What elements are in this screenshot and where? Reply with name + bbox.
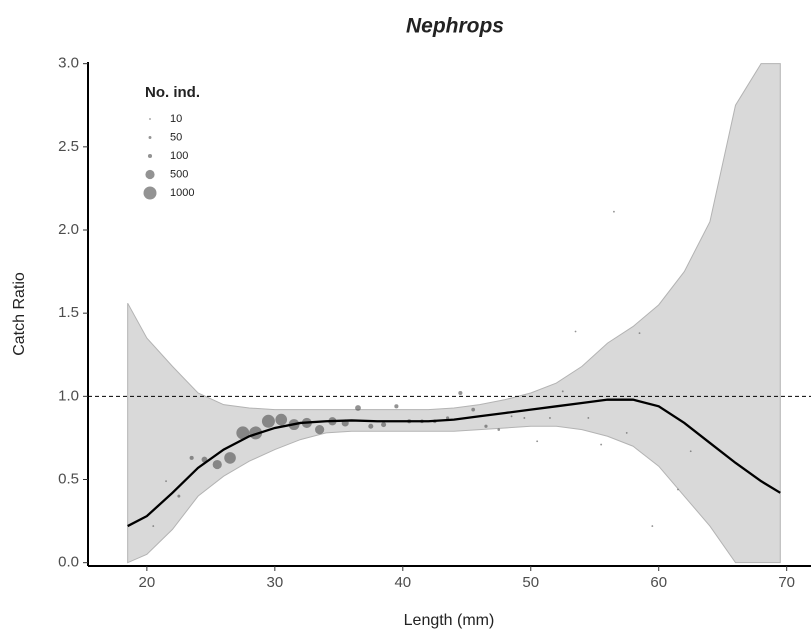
y-tick-label: 2.0 — [58, 221, 79, 238]
data-point — [445, 416, 450, 420]
data-point — [536, 440, 539, 443]
data-point — [381, 422, 387, 428]
data-point — [224, 452, 236, 464]
y-tick-label: 1.5 — [58, 304, 79, 321]
y-tick-label: 1.0 — [58, 387, 79, 404]
data-point — [625, 432, 628, 434]
confidence-band — [127, 63, 781, 564]
data-point — [510, 415, 513, 418]
x-tick-label: 60 — [650, 574, 667, 591]
x-tick-label: 70 — [778, 574, 795, 591]
y-tick-label: 3.0 — [58, 55, 79, 72]
legend-symbol — [148, 136, 152, 139]
y-tick-label: 0.5 — [58, 470, 79, 487]
data-point — [177, 494, 181, 498]
data-point — [355, 405, 361, 411]
data-point — [651, 525, 654, 527]
plot-area — [88, 63, 811, 564]
legend-label: 10 — [170, 113, 182, 125]
data-point — [152, 525, 155, 527]
data-point — [523, 417, 526, 419]
chart-title: Nephrops — [406, 15, 504, 38]
data-point — [587, 417, 590, 419]
y-tick-label: 0.0 — [58, 554, 79, 571]
legend-label: 500 — [170, 168, 188, 180]
data-point — [549, 417, 551, 419]
data-point — [484, 424, 488, 428]
legend-symbol — [147, 153, 153, 159]
data-point — [677, 488, 679, 491]
x-axis-title: Length (mm) — [404, 612, 495, 629]
data-point — [561, 390, 564, 393]
legend-symbol — [149, 118, 151, 120]
x-tick-label: 30 — [266, 574, 283, 591]
legend-label: 100 — [170, 150, 188, 162]
data-point — [315, 425, 325, 435]
x-tick-label: 20 — [139, 574, 156, 591]
legend-label: 50 — [170, 131, 182, 143]
data-point — [236, 426, 250, 440]
data-point — [497, 428, 501, 431]
data-point — [165, 480, 167, 483]
x-tick-label: 50 — [522, 574, 539, 591]
data-point — [689, 450, 692, 453]
data-point — [212, 459, 222, 470]
data-point — [638, 332, 641, 335]
y-tick-label: 2.5 — [58, 138, 79, 155]
data-point — [471, 407, 476, 412]
data-point — [394, 404, 399, 409]
data-point — [613, 210, 615, 213]
data-point — [600, 443, 603, 446]
y-axis-title: Catch Ratio — [11, 272, 28, 356]
data-point — [275, 413, 288, 426]
legend-symbol — [143, 186, 157, 200]
data-point — [261, 414, 275, 428]
data-point — [458, 390, 463, 396]
data-point — [368, 423, 374, 429]
x-tick-label: 40 — [394, 574, 411, 591]
legend-symbol — [145, 169, 155, 180]
fit-line — [127, 398, 781, 528]
data-point — [189, 455, 194, 460]
legend-title: No. ind. — [145, 84, 200, 101]
data-point — [574, 330, 577, 333]
legend-label: 1000 — [170, 187, 194, 199]
